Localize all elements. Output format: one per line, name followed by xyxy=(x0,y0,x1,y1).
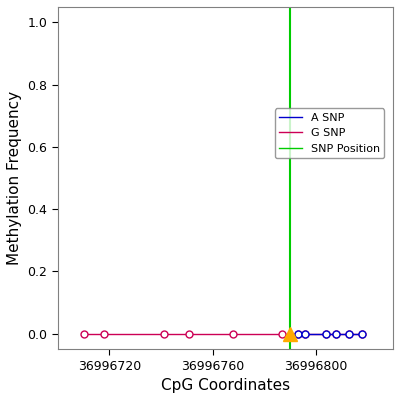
Y-axis label: Methylation Frequency: Methylation Frequency xyxy=(7,91,22,265)
X-axis label: CpG Coordinates: CpG Coordinates xyxy=(161,378,290,393)
Legend: A SNP, G SNP, SNP Position: A SNP, G SNP, SNP Position xyxy=(275,108,384,158)
